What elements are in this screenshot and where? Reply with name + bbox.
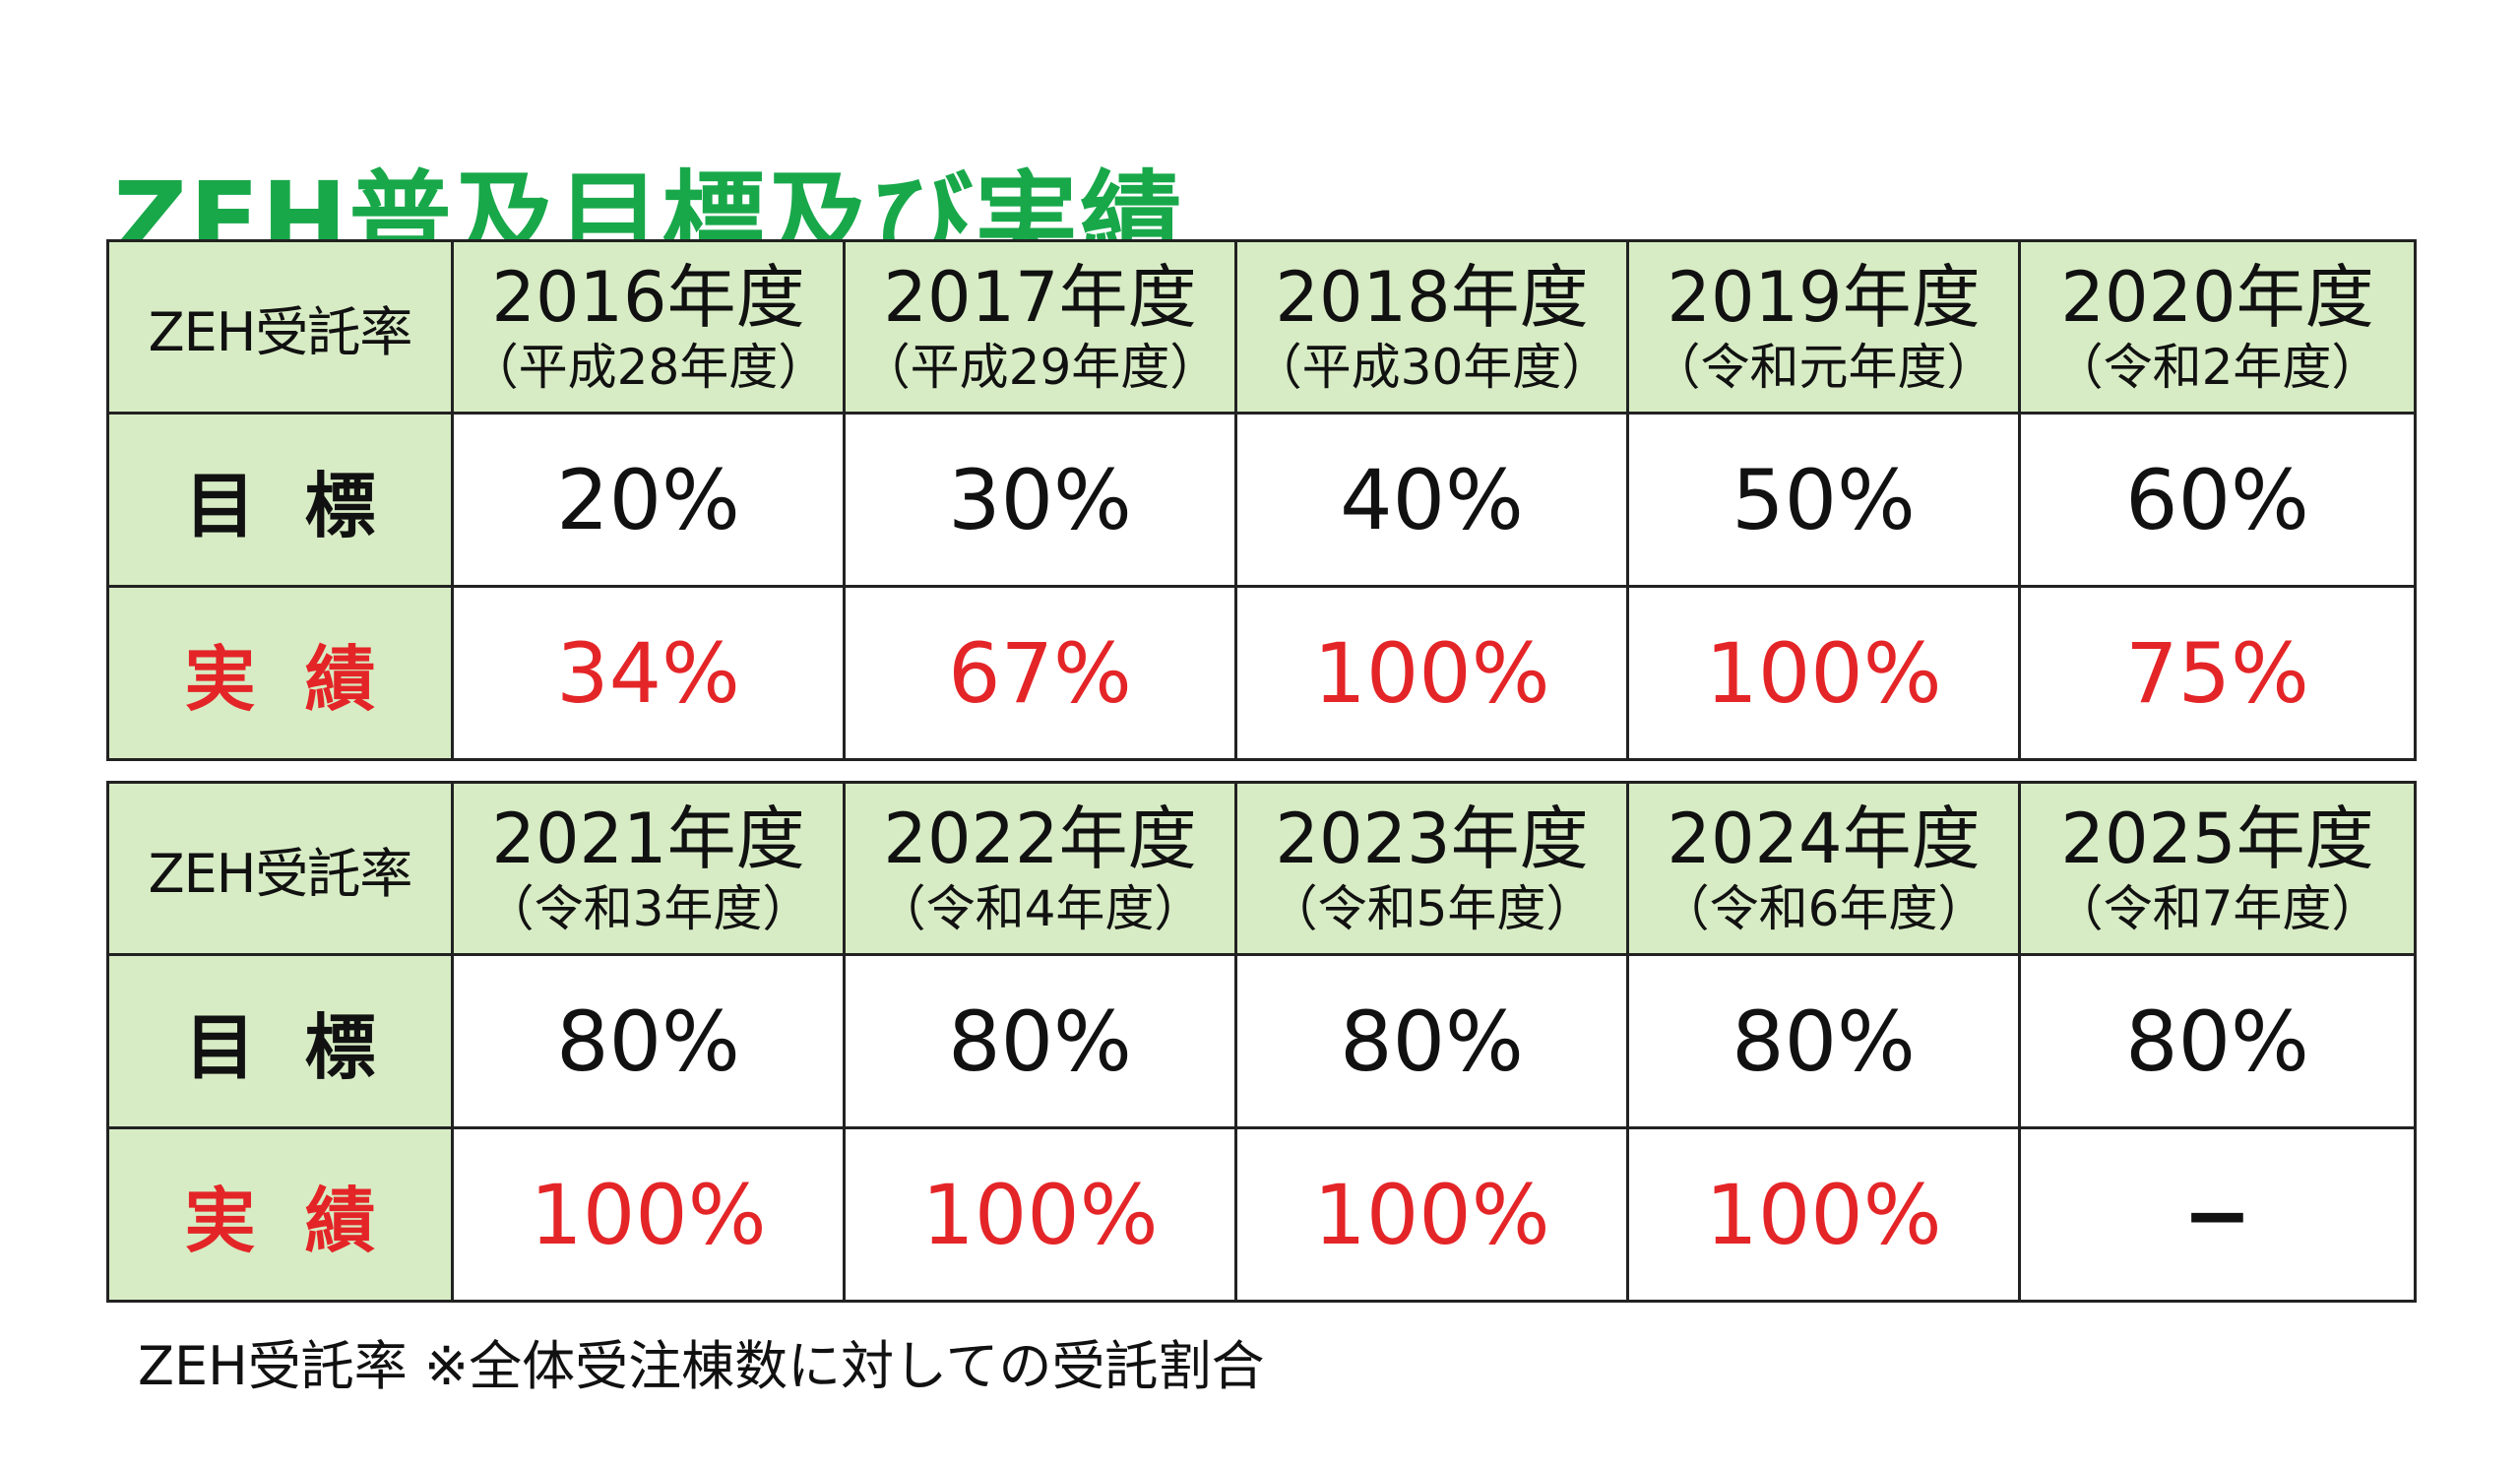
era-label: （令和4年度）: [876, 880, 1204, 937]
year-header-cell: 2018年度 （平成30年度）: [1234, 239, 1629, 415]
target-cell: 80%: [1626, 953, 2021, 1129]
actual-value: 100%: [1313, 624, 1550, 722]
actual-value: 100%: [1313, 1166, 1550, 1263]
actual-value-dash: −: [2182, 1166, 2252, 1263]
actual-value: 75%: [2125, 624, 2309, 722]
actual-label-cell: 実績: [106, 585, 454, 761]
year-label: 2025年度: [2060, 799, 2374, 879]
actual-value: 100%: [530, 1166, 767, 1263]
era-label: （令和3年度）: [484, 880, 812, 937]
target-value: 80%: [556, 992, 740, 1090]
actual-cell: 100%: [1626, 1126, 2021, 1303]
year-header-cell: 2022年度 （令和4年度）: [843, 781, 1237, 956]
actual-label-cell: 実績: [106, 1126, 454, 1303]
target-cell: 60%: [2018, 412, 2417, 588]
zeh-table-2021-2025: ZEH受託率 2021年度 （令和3年度） 2022年度 （令和4年度） 2023年…: [106, 781, 2417, 1303]
actual-value: 34%: [556, 624, 740, 722]
zeh-table-2016-2020: ZEH受託率 2016年度 （平成28年度） 2017年度 （平成29年度） 201…: [106, 239, 2417, 761]
actual-cell: 67%: [843, 585, 1237, 761]
year-label: 2024年度: [1667, 799, 1981, 879]
target-cell: 30%: [843, 412, 1237, 588]
target-cell: 50%: [1626, 412, 2021, 588]
year-label: 2017年度: [883, 257, 1197, 338]
year-header-cell: 2023年度 （令和5年度）: [1234, 781, 1629, 956]
target-cell: 80%: [1234, 953, 1629, 1129]
era-label: （令和元年度）: [1651, 339, 1996, 396]
actual-cell: 100%: [451, 1126, 846, 1303]
target-cell: 80%: [843, 953, 1237, 1129]
year-label: 2018年度: [1275, 257, 1589, 338]
corner-cell: ZEH受託率: [106, 781, 454, 956]
year-label: 2019年度: [1667, 257, 1981, 338]
actual-cell: 100%: [1234, 1126, 1629, 1303]
actual-cell: 100%: [1626, 585, 2021, 761]
era-label: （令和7年度）: [2053, 880, 2381, 937]
year-label: 2020年度: [2060, 257, 2374, 338]
target-value: 80%: [1340, 992, 1524, 1090]
era-label: （令和2年度）: [2053, 339, 2381, 396]
year-label: 2016年度: [491, 257, 805, 338]
table-header-row: ZEH受託率 2016年度 （平成28年度） 2017年度 （平成29年度） 201…: [106, 239, 2417, 415]
era-label: （令和5年度）: [1268, 880, 1596, 937]
year-label: 2022年度: [883, 799, 1197, 879]
era-label: （令和6年度）: [1660, 880, 1987, 937]
year-header-cell: 2016年度 （平成28年度）: [451, 239, 846, 415]
year-header-cell: 2025年度 （令和7年度）: [2018, 781, 2417, 956]
target-label-cell: 目標: [106, 953, 454, 1129]
actual-value: 100%: [1705, 624, 1942, 722]
target-value: 50%: [1732, 451, 1916, 548]
target-label: 目標: [184, 1006, 425, 1089]
target-cell: 80%: [451, 953, 846, 1129]
year-label: 2023年度: [1275, 799, 1589, 879]
target-cell: 40%: [1234, 412, 1629, 588]
actual-row: 実績 34% 67% 100% 100% 75%: [106, 585, 2417, 761]
year-header-cell: 2020年度 （令和2年度）: [2018, 239, 2417, 415]
actual-value: 100%: [1705, 1166, 1942, 1263]
target-value: 80%: [1732, 992, 1916, 1090]
actual-label: 実績: [184, 638, 425, 721]
table-header-row: ZEH受託率 2021年度 （令和3年度） 2022年度 （令和4年度） 2023年…: [106, 781, 2417, 956]
target-value: 30%: [948, 451, 1132, 548]
target-value: 80%: [948, 992, 1132, 1090]
actual-cell: 34%: [451, 585, 846, 761]
actual-cell: −: [2018, 1126, 2417, 1303]
footnote: ZEH受託率 ※全体受注棟数に対しての受託割合: [138, 1335, 1265, 1397]
year-header-cell: 2024年度 （令和6年度）: [1626, 781, 2021, 956]
year-header-cell: 2017年度 （平成29年度）: [843, 239, 1237, 415]
target-label: 目標: [184, 465, 425, 547]
era-label: （平成28年度）: [469, 339, 828, 396]
actual-value: 100%: [921, 1166, 1159, 1263]
target-label-cell: 目標: [106, 412, 454, 588]
target-value: 40%: [1340, 451, 1524, 548]
target-cell: 80%: [2018, 953, 2417, 1129]
corner-label: ZEH受託率: [148, 300, 413, 363]
target-value: 80%: [2125, 992, 2309, 1090]
target-row: 目標 20% 30% 40% 50% 60%: [106, 412, 2417, 588]
target-value: 20%: [556, 451, 740, 548]
actual-label: 実績: [184, 1180, 425, 1262]
era-label: （平成30年度）: [1252, 339, 1611, 396]
actual-cell: 100%: [843, 1126, 1237, 1303]
actual-cell: 75%: [2018, 585, 2417, 761]
target-value: 60%: [2125, 451, 2309, 548]
target-row: 目標 80% 80% 80% 80% 80%: [106, 953, 2417, 1129]
target-cell: 20%: [451, 412, 846, 588]
era-label: （平成29年度）: [860, 339, 1220, 396]
corner-cell: ZEH受託率: [106, 239, 454, 415]
actual-row: 実績 100% 100% 100% 100% −: [106, 1126, 2417, 1303]
year-header-cell: 2019年度 （令和元年度）: [1626, 239, 2021, 415]
actual-value: 67%: [948, 624, 1132, 722]
corner-label: ZEH受託率: [148, 842, 413, 905]
actual-cell: 100%: [1234, 585, 1629, 761]
year-header-cell: 2021年度 （令和3年度）: [451, 781, 846, 956]
year-label: 2021年度: [491, 799, 805, 879]
